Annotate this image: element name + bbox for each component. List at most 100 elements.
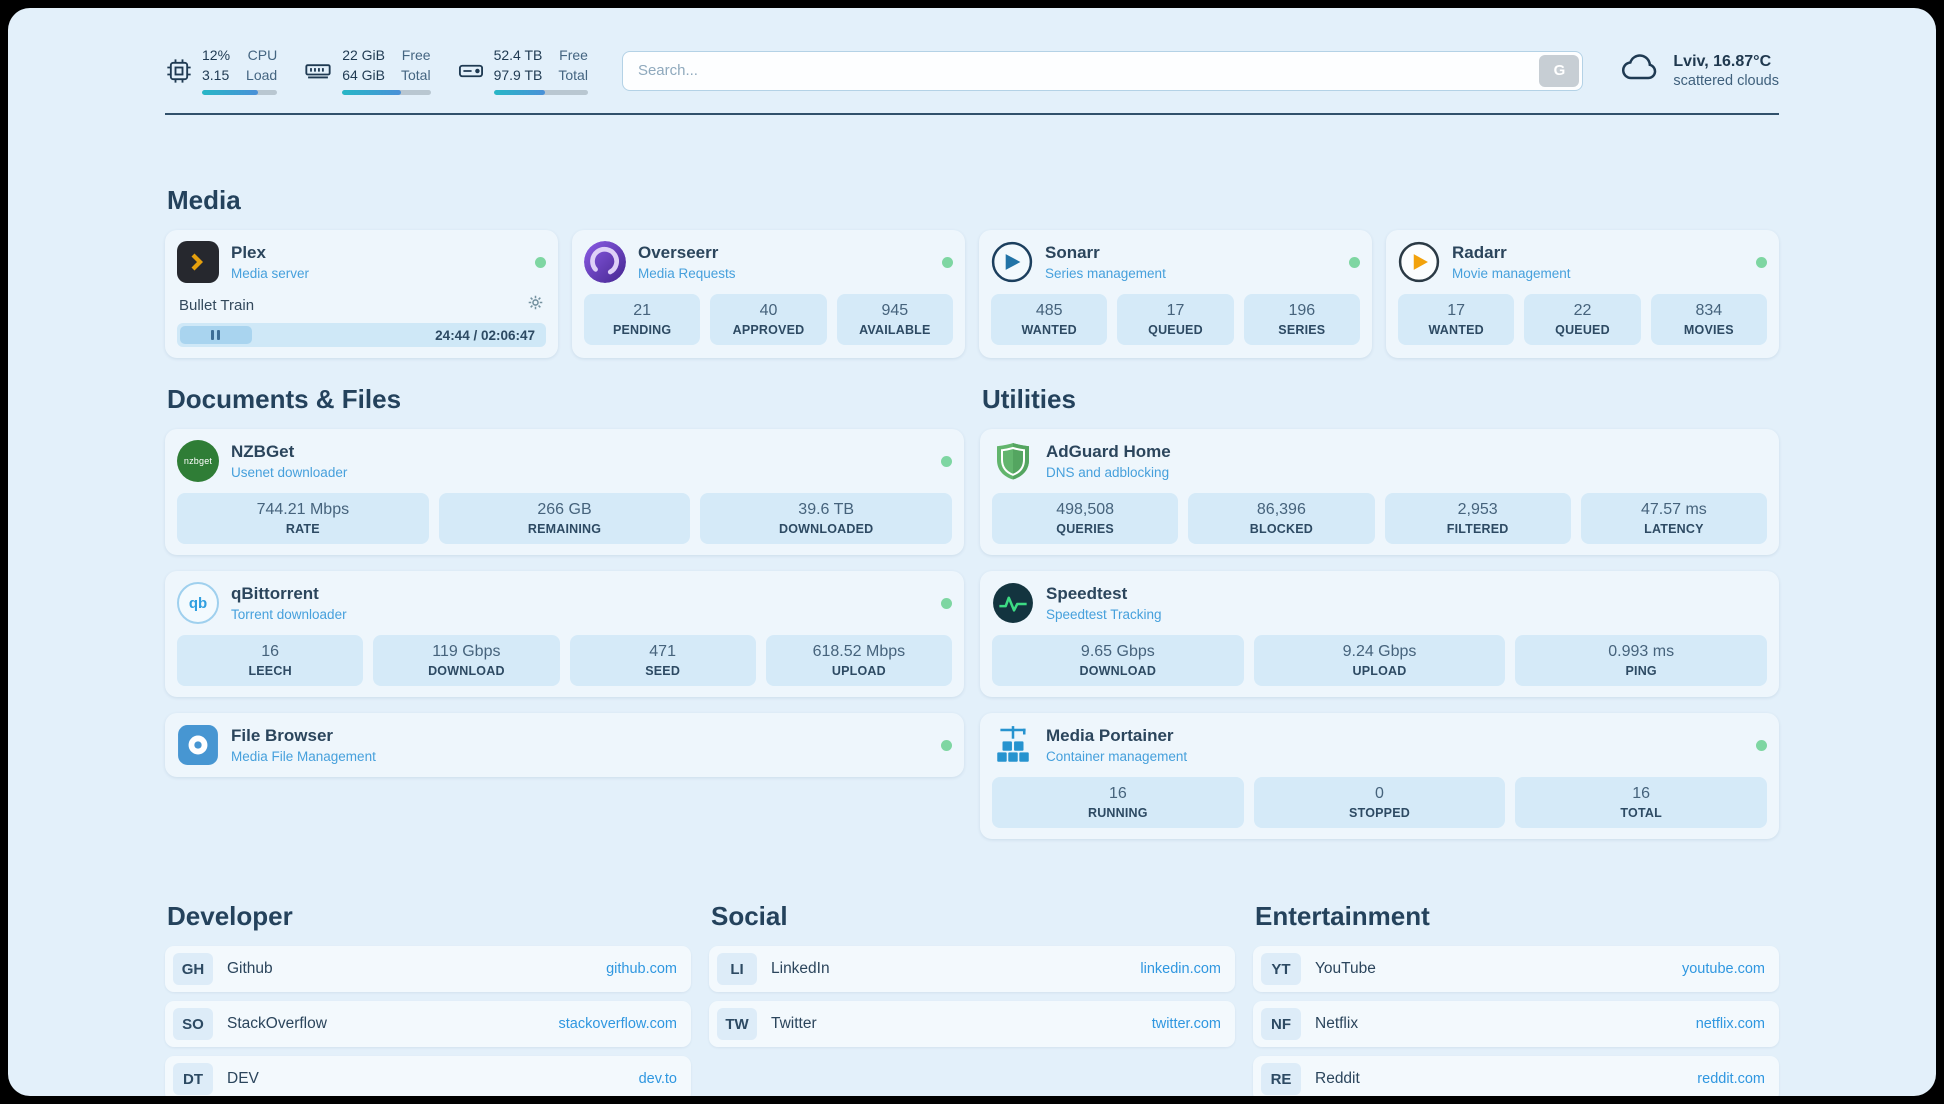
topbar-divider [165, 113, 1779, 116]
stat-tile: 9.65 Gbps DOWNLOAD [992, 635, 1244, 687]
cpu-monitor: 12% 3.15 CPU Load [165, 46, 278, 96]
bookmark-name: Twitter [771, 1015, 817, 1033]
stat-label: TOTAL [1620, 806, 1662, 821]
stat-label: FILTERED [1446, 522, 1509, 537]
app-card-filebrowser[interactable]: File Browser Media File Management [165, 713, 964, 778]
stat-tile: 16 RUNNING [992, 777, 1244, 829]
stat-value: 618.52 Mbps [812, 643, 906, 661]
app-name: Speedtest [1046, 584, 1128, 604]
app-name: Radarr [1452, 243, 1507, 263]
app-subtitle: Media server [231, 266, 310, 282]
bookmark-dev[interactable]: DT DEV dev.to [165, 1056, 691, 1096]
app-subtitle: Speedtest Tracking [1046, 607, 1162, 623]
stat-value: 266 GB [537, 501, 592, 519]
stat-value: 498,508 [1056, 501, 1115, 519]
filebrowser-icon [177, 724, 219, 766]
status-dot [1756, 739, 1767, 751]
stat-tile: 119 Gbps DOWNLOAD [373, 635, 560, 687]
bookmark-url: reddit.com [1697, 1071, 1765, 1088]
bookmark-url: twitter.com [1151, 1016, 1221, 1033]
bookmark-linkedin[interactable]: LI LinkedIn linkedin.com [709, 946, 1235, 993]
stat-tile: 834 MOVIES [1650, 294, 1767, 346]
bookmark-badge: NF [1261, 1008, 1301, 1041]
stat-label: MOVIES [1683, 323, 1734, 338]
settings-gear-icon[interactable] [527, 294, 544, 316]
stat-label: AVAILABLE [859, 323, 931, 338]
app-subtitle: Torrent downloader [231, 607, 347, 623]
bookmark-stackoverflow[interactable]: SO StackOverflow stackoverflow.com [165, 1001, 691, 1048]
pause-icon [211, 330, 221, 341]
ram-progress-fill [342, 90, 401, 96]
stat-tile: 39.6 TB DOWNLOADED [700, 493, 953, 545]
plex-icon [177, 241, 219, 284]
disk-free-value: 52.4 TB [493, 47, 543, 63]
stat-tile: 744.21 Mbps RATE [177, 493, 429, 545]
bookmark-netflix[interactable]: NF Netflix netflix.com [1253, 1001, 1779, 1048]
search-provider-button[interactable]: G [1539, 54, 1580, 87]
app-card-qbittorrent[interactable]: qb qBittorrent Torrent downloader 16 LEE… [165, 571, 964, 698]
status-dot [1756, 256, 1767, 268]
app-card-speedtest[interactable]: Speedtest Speedtest Tracking 9.65 Gbps D… [980, 571, 1779, 698]
bookmark-youtube[interactable]: YT YouTube youtube.com [1253, 946, 1779, 993]
portainer-icon [992, 724, 1034, 766]
cpu-label: CPU [247, 47, 278, 63]
bookmark-url: youtube.com [1681, 961, 1765, 978]
bookmark-url: github.com [606, 961, 677, 978]
bookmark-name: Netflix [1315, 1015, 1359, 1033]
stat-label: LEECH [248, 664, 292, 679]
bookmarks: Developer GH Github github.com SO StackO… [165, 901, 1779, 1096]
stat-tile: 16 TOTAL [1515, 777, 1768, 829]
bookmark-reddit[interactable]: RE Reddit reddit.com [1253, 1056, 1779, 1096]
app-name: File Browser [231, 726, 334, 746]
stat-tile: 0 STOPPED [1253, 777, 1506, 829]
utilities-column: Utilities AdGuard Home DNS and adblockin… [980, 384, 1779, 855]
app-card-adguard[interactable]: AdGuard Home DNS and adblocking 498,508 … [980, 429, 1779, 556]
app-card-overseerr[interactable]: Overseerr Media Requests 21 PENDING 40 A… [572, 230, 965, 359]
app-name: Media Portainer [1046, 726, 1174, 746]
bookmark-badge: YT [1261, 953, 1301, 986]
stat-label: UPLOAD [831, 664, 886, 679]
stat-tile: 618.52 Mbps UPLOAD [765, 635, 952, 687]
stat-value: 17 [1166, 302, 1185, 320]
bookmark-github[interactable]: GH Github github.com [165, 946, 691, 993]
stat-label: DOWNLOAD [428, 664, 505, 679]
search-input[interactable] [621, 50, 1584, 91]
app-card-radarr[interactable]: Radarr Movie management 17 WANTED 22 QUE… [1386, 230, 1779, 359]
app-card-sonarr[interactable]: Sonarr Series management 485 WANTED 17 Q… [979, 230, 1372, 359]
stat-tile: 17 WANTED [1398, 294, 1515, 346]
stat-value: 744.21 Mbps [256, 501, 350, 519]
dashboard-root: 12% 3.15 CPU Load [8, 8, 1936, 1096]
stat-tile: 196 SERIES [1243, 294, 1360, 346]
app-card-portainer[interactable]: Media Portainer Container management 16 … [980, 713, 1779, 840]
section-title-utilities: Utilities [982, 384, 1076, 415]
playback-progress-bar[interactable]: 24:44 / 02:06:47 [177, 323, 546, 348]
stat-value: 0.993 ms [1608, 643, 1675, 661]
stat-tile: 9.24 Gbps UPLOAD [1253, 635, 1506, 687]
bookmark-twitter[interactable]: TW Twitter twitter.com [709, 1001, 1235, 1048]
ram-free-value: 22 GiB [342, 47, 385, 63]
stat-label: QUEUED [1148, 323, 1203, 338]
app-card-plex[interactable]: Plex Media server Bullet Train [165, 230, 558, 359]
bookmark-group-entertainment: Entertainment YT YouTube youtube.com NF … [1253, 901, 1779, 1096]
app-subtitle: Media Requests [638, 266, 736, 282]
stat-tile: 22 QUEUED [1524, 294, 1641, 346]
section-title-developer: Developer [167, 901, 293, 932]
cpu-load-label: Load [246, 66, 278, 83]
stat-tile: 498,508 QUERIES [992, 493, 1179, 545]
bookmark-name: DEV [227, 1070, 259, 1088]
now-playing-title: Bullet Train [179, 296, 255, 314]
plex-now-playing: Bullet Train 24:44 / 02:06:47 [177, 292, 546, 348]
app-card-nzbget[interactable]: nzbget NZBGet Usenet downloader 744.21 M… [165, 429, 964, 556]
bookmark-name: LinkedIn [771, 960, 830, 978]
status-dot [941, 597, 952, 609]
overseerr-icon [584, 241, 626, 284]
stat-value: 17 [1447, 302, 1466, 320]
section-title-social: Social [711, 901, 788, 932]
bookmark-url: dev.to [638, 1071, 677, 1088]
stat-value: 945 [881, 302, 909, 320]
stat-label: LATENCY [1644, 522, 1704, 537]
ram-icon [303, 57, 333, 85]
qbittorrent-icon: qb [177, 582, 219, 625]
stat-label: QUERIES [1056, 522, 1114, 537]
app-subtitle: Movie management [1452, 266, 1571, 282]
